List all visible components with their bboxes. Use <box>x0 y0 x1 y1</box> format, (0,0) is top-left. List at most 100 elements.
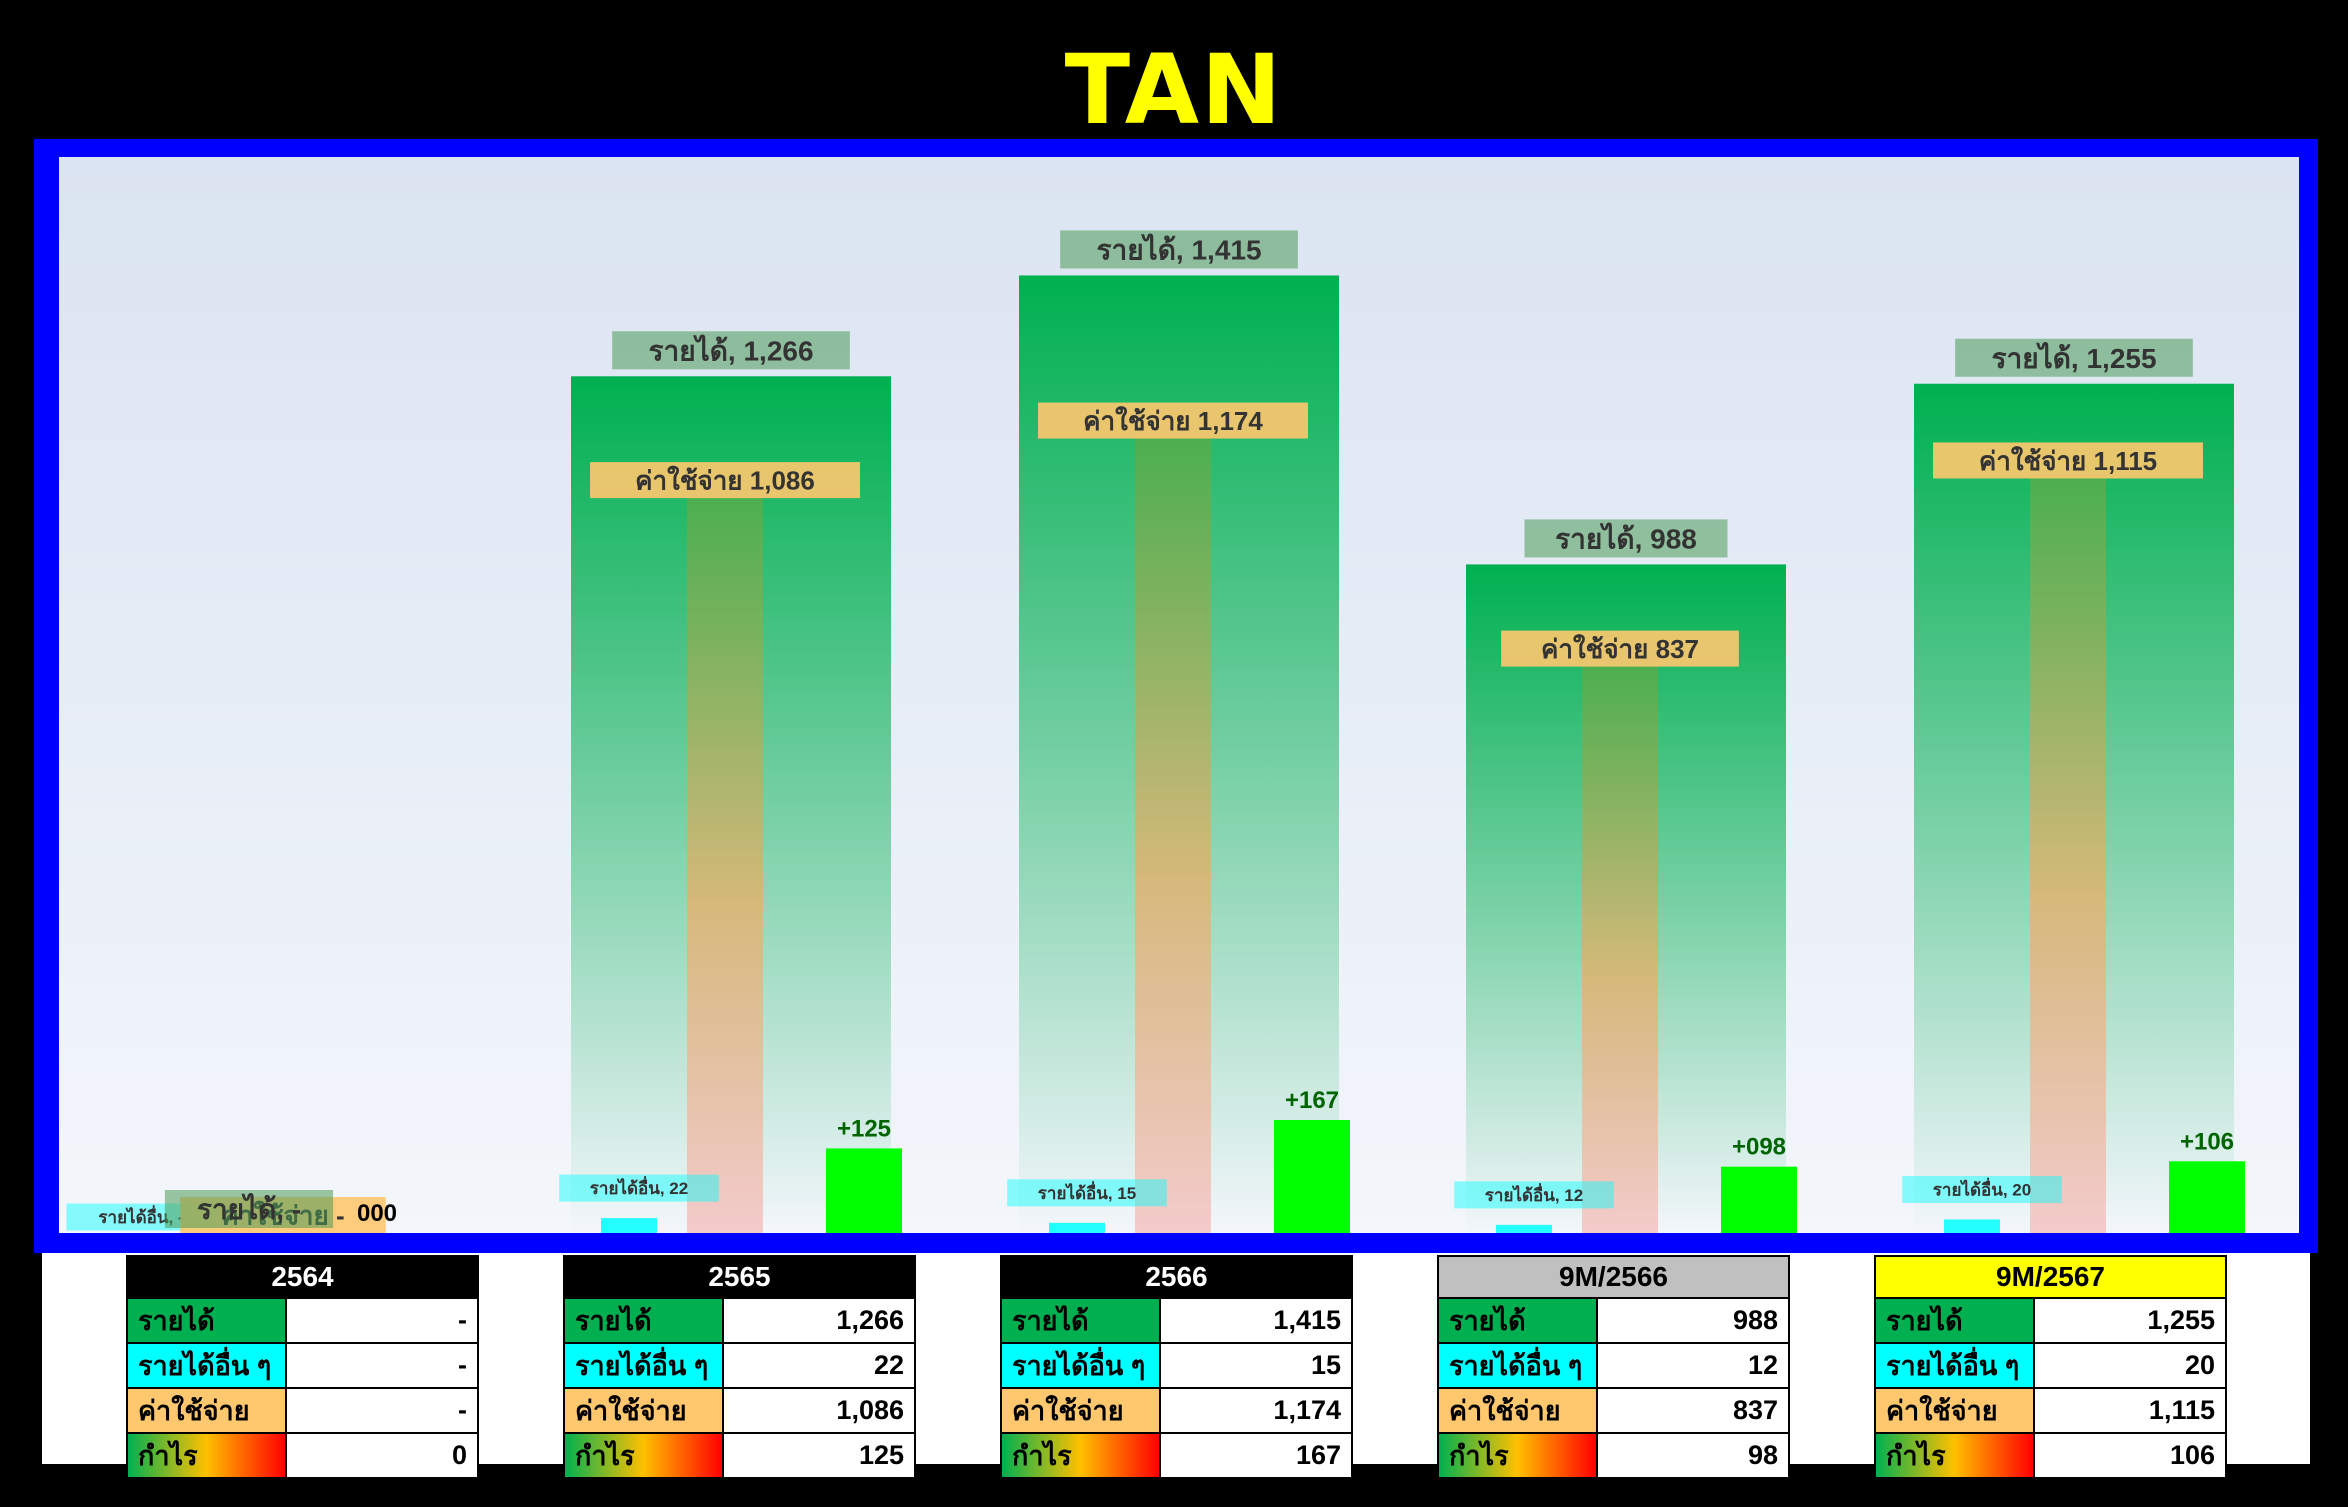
chart-marks: รายได้อื่น, -ค่าใช้จ่าย -รายได้, -000ราย… <box>66 230 2245 1233</box>
row-value: 106 <box>2033 1432 2227 1479</box>
row-value: - <box>285 1387 479 1434</box>
table-row: กำไร 167 <box>1000 1432 1353 1479</box>
other-revenue-bar <box>601 1218 657 1233</box>
row-key: กำไร <box>1437 1432 1598 1479</box>
row-key: รายได้ <box>1000 1297 1161 1344</box>
row-key: รายได้ <box>126 1297 287 1344</box>
row-value: 1,115 <box>2033 1387 2227 1434</box>
chart-title: TAN <box>1064 34 1284 146</box>
profit-bar <box>2169 1161 2245 1233</box>
row-key: ค่าใช้จ่าย <box>1437 1387 1598 1434</box>
row-value: 20 <box>2033 1342 2227 1389</box>
revenue-label-bg <box>1060 230 1298 269</box>
expense-label-bg <box>590 462 860 499</box>
row-key: กำไร <box>126 1432 287 1479</box>
row-value: 22 <box>722 1342 916 1389</box>
profit-label: +098 <box>1732 1134 1786 1161</box>
revenue-label: รายได้, 1,255 <box>1991 342 2156 374</box>
other-revenue-label-bg <box>1902 1175 2062 1203</box>
other-revenue-label: รายได้อื่น, 20 <box>1933 1178 2031 1200</box>
profit-label: +106 <box>2180 1128 2234 1155</box>
row-value: 988 <box>1596 1297 1790 1344</box>
period-header: 2565 <box>563 1255 916 1299</box>
table-row: รายได้ - <box>126 1297 479 1344</box>
revenue-label-bg <box>164 1190 334 1228</box>
row-key: ค่าใช้จ่าย <box>126 1387 287 1434</box>
plot-area: รายได้อื่น, -ค่าใช้จ่าย -รายได้, -000ราย… <box>59 157 2299 1233</box>
table-row: กำไร 0 <box>126 1432 479 1479</box>
period-header: 2564 <box>126 1255 479 1299</box>
summary-tables: 2564 รายได้ - รายได้อื่น ๆ - ค่าใช้จ่าย - กำไร 0… <box>42 1253 2310 1479</box>
table-row: รายได้ 1,415 <box>1000 1297 1353 1344</box>
row-value: 837 <box>1596 1387 1790 1434</box>
table-row: กำไร 125 <box>563 1432 916 1479</box>
table-row: ค่าใช้จ่าย - <box>126 1387 479 1434</box>
table-row: ค่าใช้จ่าย 1,086 <box>563 1387 916 1434</box>
expense-label-bg <box>1038 402 1308 439</box>
row-value: 98 <box>1596 1432 1790 1479</box>
table-row: ค่าใช้จ่าย 1,115 <box>1874 1387 2227 1434</box>
revenue-label: รายได้, - <box>197 1193 301 1225</box>
row-key: รายได้ <box>1437 1297 1598 1344</box>
row-value: 1,255 <box>2033 1297 2227 1344</box>
expense-label-bg <box>1501 630 1739 667</box>
revenue-label-bg <box>612 331 850 370</box>
expense-label: ค่าใช้จ่าย 1,174 <box>1083 406 1263 436</box>
row-key: รายได้ <box>563 1297 724 1344</box>
row-value: 167 <box>1159 1432 1353 1479</box>
period-header: 9M/2566 <box>1437 1255 1790 1299</box>
revenue-label: รายได้, 1,266 <box>648 334 813 366</box>
other-revenue-label-bg <box>1007 1179 1167 1207</box>
table-row: รายได้ 1,266 <box>563 1297 916 1344</box>
other-revenue-label-bg <box>559 1174 719 1202</box>
expense-label-bg <box>1933 442 2203 479</box>
other-revenue-bar <box>1496 1224 1552 1233</box>
row-key: รายได้อื่น ๆ <box>1437 1342 1598 1389</box>
table-row: ค่าใช้จ่าย 1,174 <box>1000 1387 1353 1434</box>
row-value: 1,415 <box>1159 1297 1353 1344</box>
table-row: กำไร 98 <box>1437 1432 1790 1479</box>
chart-svg: รายได้อื่น, -ค่าใช้จ่าย -รายได้, -000ราย… <box>66 230 2245 1233</box>
revenue-label-bg <box>1955 338 2193 377</box>
expense-label: ค่าใช้จ่าย 1,115 <box>1979 446 2157 476</box>
revenue-label: รายได้, 1,415 <box>1096 234 1261 266</box>
row-value: 1,174 <box>1159 1387 1353 1434</box>
profit-bar <box>1721 1166 1797 1233</box>
expense-bar <box>1135 438 1211 1233</box>
period-table: 2566 รายได้ 1,415 รายได้อื่น ๆ 15 ค่าใช้จ่าย 1… <box>1000 1255 1353 1479</box>
period-header: 2566 <box>1000 1255 1353 1299</box>
row-key: กำไร <box>563 1432 724 1479</box>
row-value: 125 <box>722 1432 916 1479</box>
row-key: ค่าใช้จ่าย <box>1000 1387 1161 1434</box>
row-value: 1,266 <box>722 1297 916 1344</box>
expense-label: ค่าใช้จ่าย 1,086 <box>635 465 815 495</box>
table-row: รายได้อื่น ๆ 15 <box>1000 1342 1353 1389</box>
row-value: 15 <box>1159 1342 1353 1389</box>
revenue-label: รายได้, 988 <box>1555 523 1697 555</box>
row-key: ค่าใช้จ่าย <box>1874 1387 2035 1434</box>
row-value: 1,086 <box>722 1387 916 1434</box>
row-key: กำไร <box>1874 1432 2035 1479</box>
other-revenue-bar <box>1049 1222 1105 1233</box>
row-key: รายได้อื่น ๆ <box>1000 1342 1161 1389</box>
revenue-label-bg <box>1524 519 1728 558</box>
table-row: รายได้ 988 <box>1437 1297 1790 1344</box>
period-header: 9M/2567 <box>1874 1255 2227 1299</box>
table-row: ค่าใช้จ่าย 837 <box>1437 1387 1790 1434</box>
period-table: 2564 รายได้ - รายได้อื่น ๆ - ค่าใช้จ่าย - กำไร 0 <box>126 1255 479 1479</box>
row-value: - <box>285 1342 479 1389</box>
other-revenue-label: รายได้อื่น, - <box>98 1205 183 1227</box>
row-key: กำไร <box>1000 1432 1161 1479</box>
table-row: รายได้ 1,255 <box>1874 1297 2227 1344</box>
table-row: รายได้อื่น ๆ 20 <box>1874 1342 2227 1389</box>
other-revenue-bar <box>1944 1219 2000 1233</box>
profit-bar <box>1274 1119 1350 1233</box>
row-key: ค่าใช้จ่าย <box>563 1387 724 1434</box>
other-revenue-label: รายได้อื่น, 22 <box>590 1176 688 1198</box>
row-value: 12 <box>1596 1342 1790 1389</box>
expense-bar <box>1582 666 1658 1233</box>
row-key: รายได้อื่น ๆ <box>563 1342 724 1389</box>
row-key: รายได้ <box>1874 1297 2035 1344</box>
other-revenue-label-bg <box>1454 1181 1614 1209</box>
period-table: 9M/2567 รายได้ 1,255 รายได้อื่น ๆ 20 ค่าใช้จ่… <box>1874 1255 2227 1479</box>
